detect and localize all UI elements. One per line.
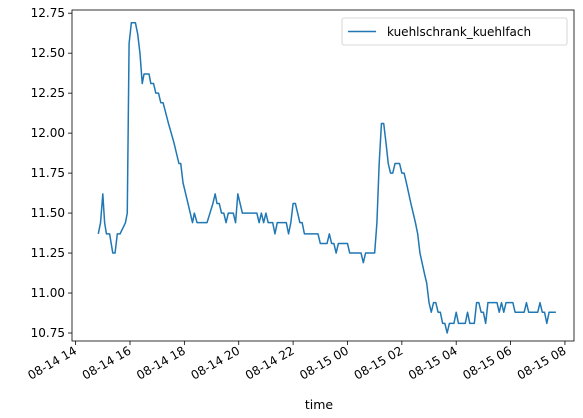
series-line-0	[97, 22, 556, 334]
y-tick-label: 11.00	[31, 286, 65, 300]
x-axis-title: time	[305, 397, 334, 412]
y-tick-label: 11.75	[31, 166, 65, 180]
y-tick-label: 12.75	[31, 6, 65, 20]
y-tick-label: 12.25	[31, 86, 65, 100]
y-axis-ticks: 10.75 11.00 11.25 11.50 11.75 12.00 12.25 12.50…	[31, 6, 72, 340]
y-tick-label: 11.50	[31, 206, 65, 220]
series-layer	[97, 22, 556, 334]
legend: kuehlschrank_kuehlfach	[341, 17, 568, 46]
y-tick-label: 12.50	[31, 46, 65, 60]
y-tick-label: 12.00	[31, 126, 65, 140]
legend-label-kuehlschrank-kuehlfach: kuehlschrank_kuehlfach	[387, 25, 531, 39]
legend-box	[341, 17, 568, 46]
plot-area-frame	[71, 9, 575, 342]
y-tick-label: 10.75	[31, 326, 65, 340]
y-tick-label: 11.25	[31, 246, 65, 260]
